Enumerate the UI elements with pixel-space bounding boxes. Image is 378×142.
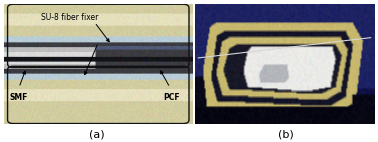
Text: PCF: PCF bbox=[163, 93, 180, 102]
Text: (b): (b) bbox=[277, 129, 293, 139]
Text: (a): (a) bbox=[88, 129, 104, 139]
Text: SMF: SMF bbox=[9, 93, 28, 102]
Text: SU-8 fiber fixer: SU-8 fiber fixer bbox=[41, 13, 99, 22]
